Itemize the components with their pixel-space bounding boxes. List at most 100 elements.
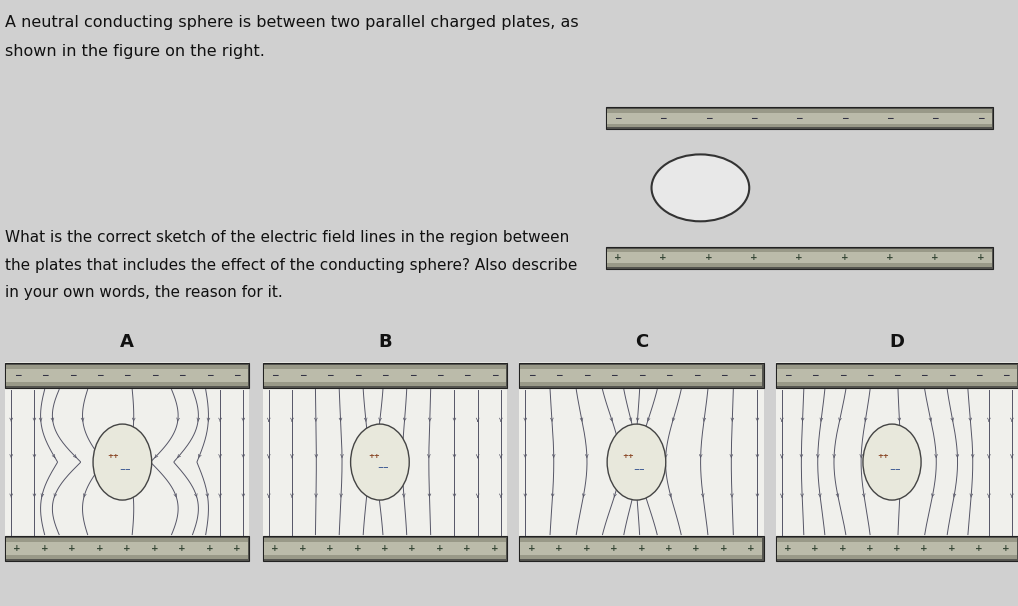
Text: ++: ++ <box>369 453 380 459</box>
Text: +: + <box>665 544 673 553</box>
Text: −: − <box>886 114 894 122</box>
Bar <box>607 109 992 127</box>
Text: A: A <box>120 333 134 351</box>
Text: ++: ++ <box>108 453 119 459</box>
Bar <box>520 370 762 382</box>
Text: −: − <box>931 114 939 122</box>
Text: −: − <box>720 371 728 380</box>
Text: −: − <box>839 371 846 380</box>
Ellipse shape <box>863 424 921 500</box>
Bar <box>607 113 992 124</box>
Text: +: + <box>463 544 471 553</box>
Text: A neutral conducting sphere is between two parallel charged plates, as: A neutral conducting sphere is between t… <box>5 15 578 30</box>
Text: D: D <box>890 333 904 351</box>
Text: −: − <box>41 371 49 380</box>
Text: +: + <box>720 544 728 553</box>
Bar <box>6 365 248 386</box>
Bar <box>776 362 1018 562</box>
Text: −: − <box>920 371 927 380</box>
Text: +: + <box>975 544 982 553</box>
FancyBboxPatch shape <box>606 107 993 129</box>
Text: −: − <box>381 371 389 380</box>
Text: −: − <box>555 371 563 380</box>
Text: −: − <box>527 371 535 380</box>
Bar <box>6 538 248 559</box>
Text: −: − <box>206 371 214 380</box>
Text: −: − <box>747 371 755 380</box>
Text: −: − <box>866 371 873 380</box>
Text: +: + <box>704 253 713 262</box>
Text: −−: −− <box>889 467 901 473</box>
Text: −: − <box>178 371 186 380</box>
Text: −: − <box>795 114 803 122</box>
Text: −: − <box>582 371 590 380</box>
Bar <box>520 538 762 559</box>
FancyBboxPatch shape <box>606 247 993 268</box>
Text: +: + <box>839 544 846 553</box>
Text: −: − <box>151 371 159 380</box>
Text: +: + <box>206 544 214 553</box>
Text: −: − <box>326 371 334 380</box>
Text: +: + <box>841 253 848 262</box>
Ellipse shape <box>93 424 152 500</box>
Bar <box>607 248 992 267</box>
Text: +: + <box>692 544 700 553</box>
Text: +: + <box>614 253 622 262</box>
Text: +: + <box>976 253 984 262</box>
Text: −: − <box>610 371 618 380</box>
Text: −: − <box>665 371 673 380</box>
Text: −−: −− <box>633 467 645 473</box>
Bar <box>777 370 1017 382</box>
Text: +: + <box>920 544 927 553</box>
Text: +: + <box>747 544 755 553</box>
Text: +: + <box>610 544 618 553</box>
Bar <box>520 542 762 554</box>
Text: +: + <box>795 253 803 262</box>
Text: −: − <box>96 371 104 380</box>
Text: +: + <box>68 544 76 553</box>
Bar <box>607 252 992 263</box>
FancyBboxPatch shape <box>263 363 507 388</box>
FancyBboxPatch shape <box>5 363 249 388</box>
Text: −: − <box>1002 371 1010 380</box>
Text: +: + <box>41 544 49 553</box>
FancyBboxPatch shape <box>776 536 1018 561</box>
Text: +: + <box>866 544 873 553</box>
Text: +: + <box>436 544 444 553</box>
Text: −: − <box>704 114 713 122</box>
Ellipse shape <box>350 424 409 500</box>
Text: −: − <box>491 371 499 380</box>
Text: +: + <box>408 544 416 553</box>
Text: +: + <box>151 544 159 553</box>
FancyBboxPatch shape <box>263 536 507 561</box>
Text: +: + <box>178 544 186 553</box>
Bar <box>520 365 762 386</box>
Text: shown in the figure on the right.: shown in the figure on the right. <box>5 44 265 59</box>
Ellipse shape <box>607 424 666 500</box>
Text: the plates that includes the effect of the conducting sphere? Also describe: the plates that includes the effect of t… <box>5 258 577 273</box>
Text: −: − <box>841 114 848 122</box>
Text: −: − <box>660 114 667 122</box>
FancyBboxPatch shape <box>519 363 764 388</box>
Text: −: − <box>948 371 955 380</box>
Text: +: + <box>555 544 563 553</box>
Text: +: + <box>948 544 955 553</box>
Text: +: + <box>637 544 645 553</box>
Text: What is the correct sketch of the electric field lines in the region between: What is the correct sketch of the electr… <box>5 230 569 245</box>
Text: +: + <box>784 544 792 553</box>
Bar <box>777 542 1017 554</box>
Bar <box>519 362 764 562</box>
Bar <box>264 542 506 554</box>
Text: −: − <box>298 371 306 380</box>
Bar <box>264 538 506 559</box>
Text: +: + <box>96 544 104 553</box>
Text: +: + <box>326 544 334 553</box>
Text: −: − <box>637 371 645 380</box>
Bar <box>263 362 507 562</box>
Text: C: C <box>634 333 648 351</box>
Text: −: − <box>893 371 901 380</box>
Text: −: − <box>976 114 984 122</box>
Text: −: − <box>975 371 982 380</box>
Bar <box>264 365 506 386</box>
Text: +: + <box>491 544 499 553</box>
